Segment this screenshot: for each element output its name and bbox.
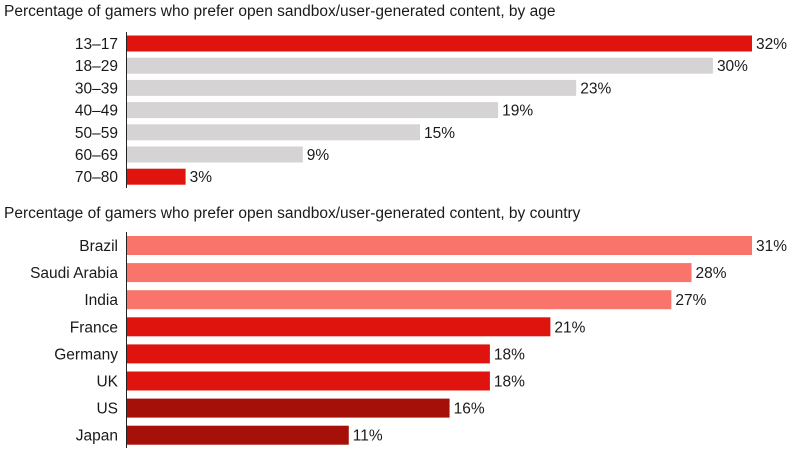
- category-label: US: [96, 401, 118, 418]
- bar: [127, 290, 672, 310]
- data-label: 3%: [190, 169, 213, 186]
- category-label: 40–49: [75, 103, 118, 120]
- data-label: 19%: [502, 103, 533, 120]
- category-label: UK: [96, 374, 118, 391]
- bar: [127, 35, 752, 52]
- data-label: 18%: [494, 346, 525, 363]
- data-label: 16%: [454, 401, 485, 418]
- bars-country-group: Brazil 31% Saudi Arabia 28% India 27% France 21…: [30, 236, 787, 445]
- bar: [127, 236, 752, 255]
- category-label: Saudi Arabia: [30, 265, 118, 282]
- data-label: 11%: [353, 428, 383, 445]
- bar: [127, 124, 420, 141]
- chart-title-country: Percentage of gamers who prefer open san…: [4, 205, 581, 222]
- data-label: 9%: [307, 147, 330, 164]
- category-label: 60–69: [75, 147, 118, 164]
- category-label: Germany: [54, 346, 118, 363]
- category-label: 30–39: [75, 80, 118, 97]
- data-label: 30%: [717, 58, 748, 75]
- bar: [127, 398, 450, 418]
- bar: [127, 371, 490, 391]
- bar: [127, 263, 692, 283]
- data-label: 31%: [756, 238, 787, 255]
- category-label: India: [84, 292, 118, 309]
- data-label: 27%: [675, 292, 706, 309]
- bar: [127, 79, 577, 96]
- data-label: 21%: [554, 319, 585, 336]
- category-label: 50–59: [75, 125, 118, 142]
- category-label: France: [70, 319, 118, 336]
- bar: [127, 146, 303, 163]
- data-label: 32%: [756, 36, 787, 53]
- category-label: 13–17: [75, 36, 118, 53]
- bar: [127, 317, 551, 337]
- category-label: 18–29: [75, 58, 118, 75]
- category-label: Brazil: [79, 238, 118, 255]
- bar: [127, 102, 499, 119]
- data-label: 15%: [424, 125, 455, 142]
- category-label: 70–80: [75, 169, 118, 186]
- category-label: Japan: [76, 428, 118, 445]
- data-label: 18%: [494, 374, 525, 391]
- bar: [127, 425, 349, 445]
- data-label: 28%: [696, 265, 727, 282]
- bars-age-group: 13–17 32% 18–29 30% 30–39 23% 40–49 19% 50–59 15%…: [75, 35, 787, 186]
- bar: [127, 344, 490, 364]
- bar: [127, 168, 186, 185]
- chart-title-age: Percentage of gamers who prefer open san…: [4, 3, 555, 20]
- bar: [127, 57, 713, 74]
- data-label: 23%: [580, 80, 611, 97]
